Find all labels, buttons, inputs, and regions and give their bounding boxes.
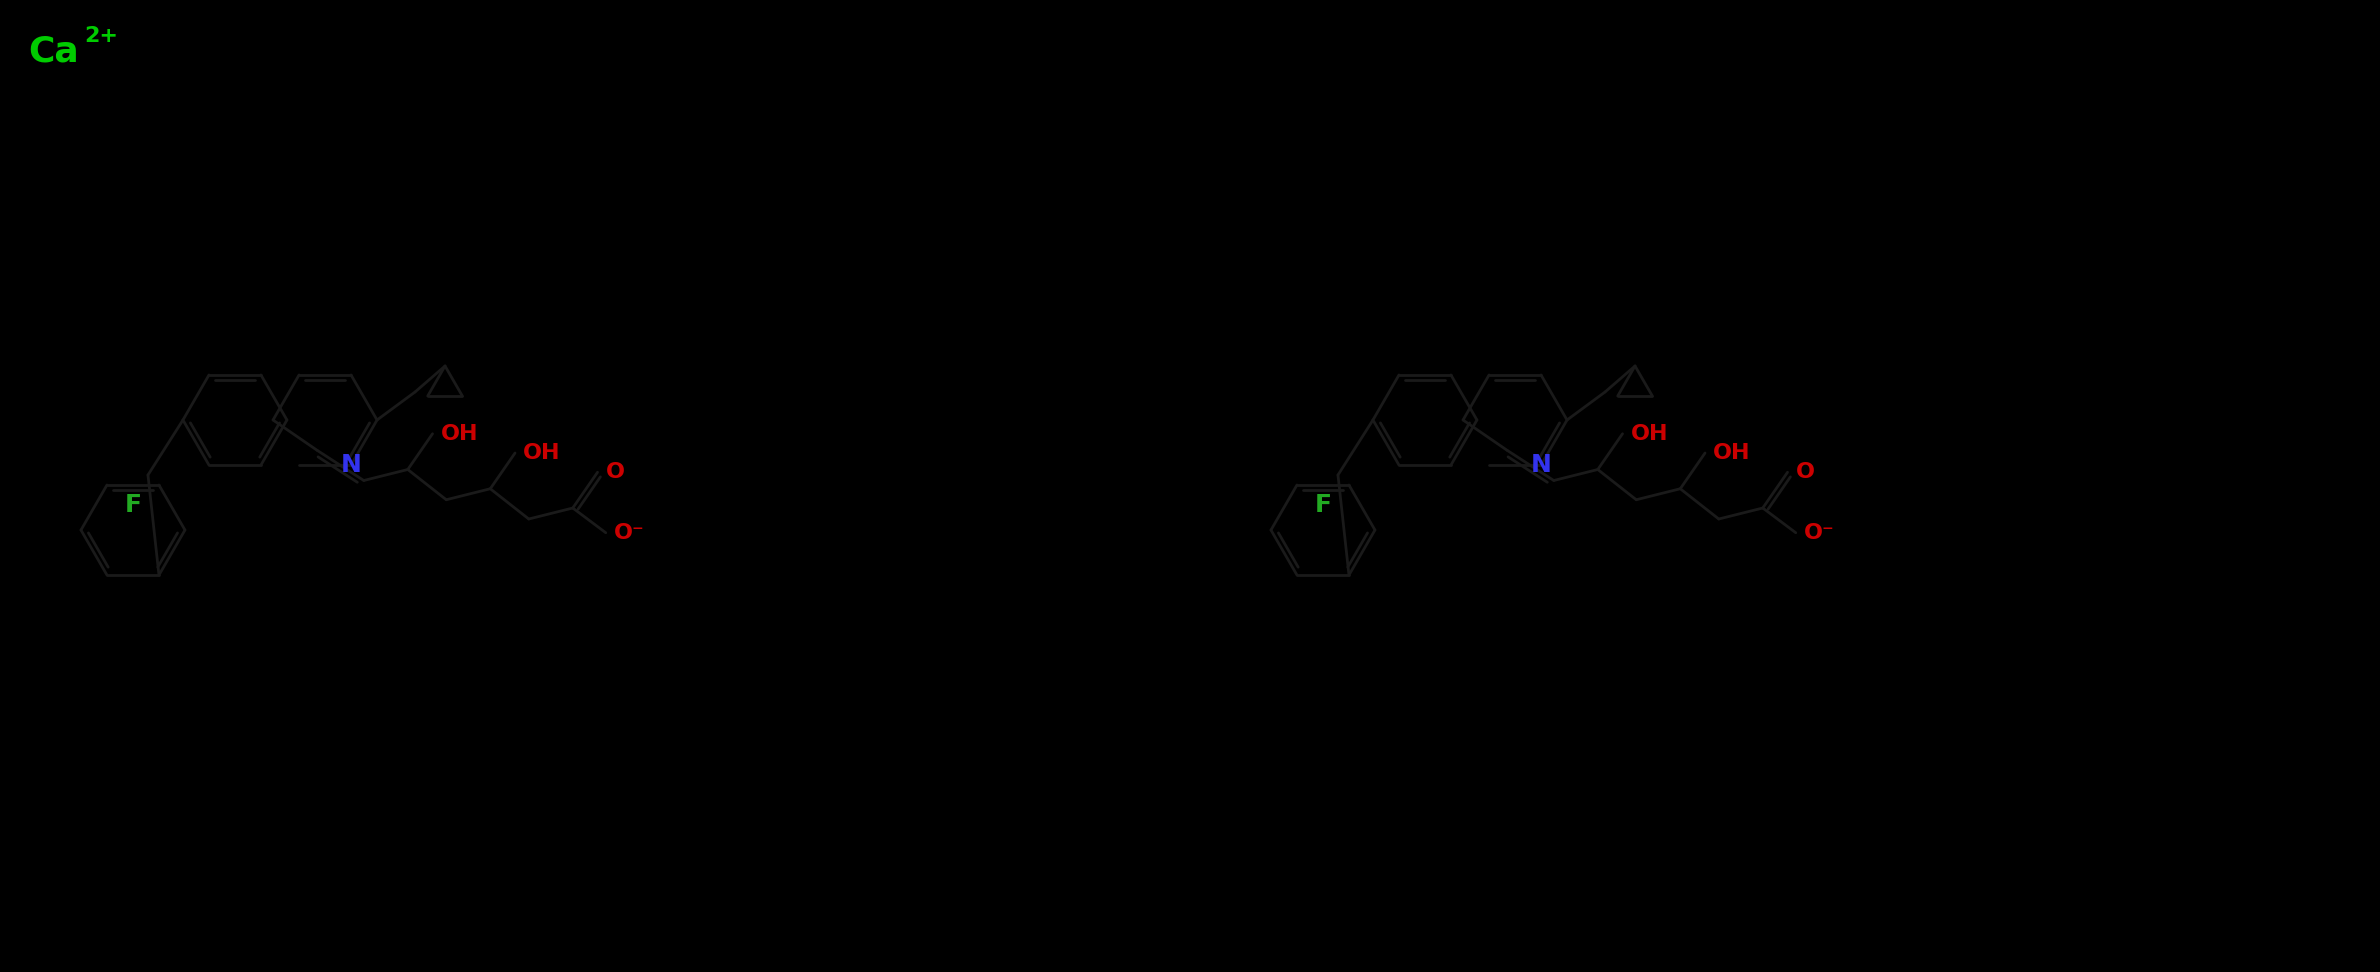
Text: O: O [605,463,624,482]
Text: OH: OH [1630,424,1668,444]
Text: O: O [1795,463,1814,482]
Text: Ca: Ca [29,35,79,69]
Text: OH: OH [1714,443,1752,463]
Text: O⁻: O⁻ [614,523,645,542]
Text: F: F [124,493,140,517]
Text: 2+: 2+ [83,26,119,46]
Text: N: N [340,453,362,477]
Text: OH: OH [524,443,562,463]
Text: O⁻: O⁻ [1804,523,1835,542]
Text: N: N [1530,453,1552,477]
Text: OH: OH [440,424,478,444]
Text: F: F [1314,493,1330,517]
